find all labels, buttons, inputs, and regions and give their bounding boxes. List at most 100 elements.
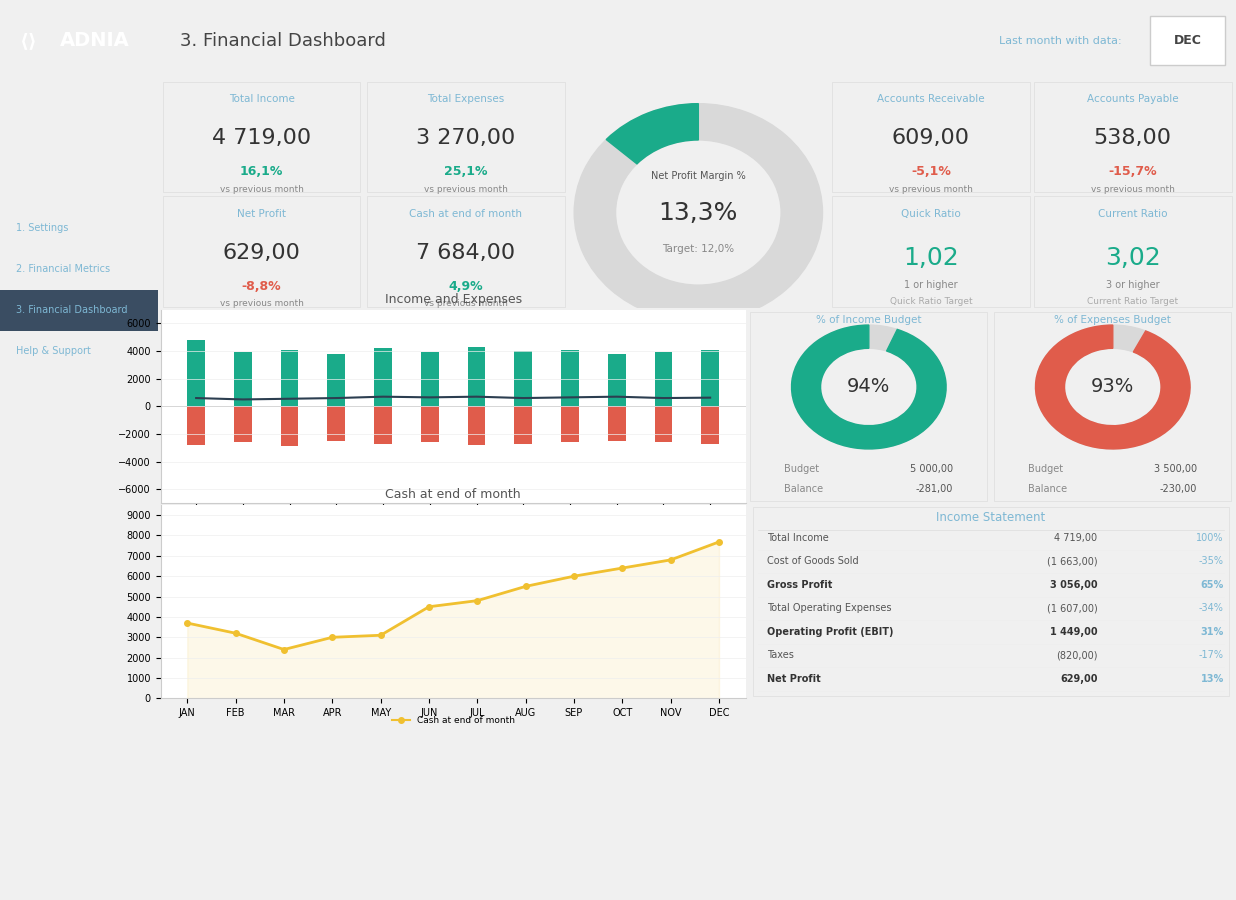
Text: Total Income: Total Income [229, 94, 294, 104]
Text: -281,00: -281,00 [916, 484, 953, 494]
Bar [281, 407, 298, 446]
Text: Cash at end of month: Cash at end of month [409, 209, 522, 219]
Text: % of Income Budget: % of Income Budget [816, 315, 922, 326]
Bar [421, 407, 439, 442]
Text: Cost of Goods Sold: Cost of Goods Sold [768, 556, 859, 566]
Text: Total Expenses: Total Expenses [428, 94, 504, 104]
Wedge shape [1036, 325, 1190, 449]
Net Profit [376, 392, 391, 402]
Text: Total Income: Total Income [768, 533, 829, 543]
Text: 1 or higher: 1 or higher [905, 280, 958, 290]
Text: 629,00: 629,00 [1060, 674, 1098, 684]
Legend: Cash at end of month: Cash at end of month [388, 713, 518, 729]
Text: ADNIA: ADNIA [61, 31, 130, 50]
Text: Net Profit: Net Profit [237, 209, 286, 219]
Net Profit [562, 392, 577, 403]
Bar [375, 348, 392, 407]
Net Profit [282, 393, 297, 404]
Net Profit [515, 392, 530, 403]
Line: Net Profit: Net Profit [197, 397, 711, 400]
Text: Taxes: Taxes [768, 651, 795, 661]
Title: Income and Expenses: Income and Expenses [384, 292, 522, 306]
Bar [188, 340, 205, 407]
Wedge shape [606, 104, 698, 164]
Text: 100%: 100% [1196, 533, 1224, 543]
Text: 3 500,00: 3 500,00 [1154, 464, 1198, 474]
Text: (1 663,00): (1 663,00) [1047, 556, 1098, 566]
Text: vs previous month: vs previous month [220, 299, 304, 308]
Text: Gross Profit: Gross Profit [768, 580, 833, 590]
Text: 4 719,00: 4 719,00 [211, 128, 311, 148]
Bar [467, 346, 486, 407]
FancyBboxPatch shape [1149, 16, 1225, 65]
Text: 4,9%: 4,9% [449, 280, 483, 292]
Text: vs previous month: vs previous month [424, 299, 508, 308]
Text: Current Ratio Target: Current Ratio Target [1088, 296, 1178, 305]
Text: DEC: DEC [1173, 34, 1201, 47]
Text: -8,8%: -8,8% [242, 280, 282, 292]
Net Profit [423, 392, 438, 403]
Text: Budget: Budget [785, 464, 819, 474]
Text: -15,7%: -15,7% [1109, 166, 1157, 178]
Wedge shape [791, 325, 946, 449]
Bar [561, 407, 578, 442]
Text: vs previous month: vs previous month [424, 184, 508, 194]
Text: 3. Financial Dashboard: 3. Financial Dashboard [16, 305, 127, 315]
Text: Help & Support: Help & Support [16, 346, 90, 356]
Legend: Total Income, Total Expenses, Net Profit: Total Income, Total Expenses, Net Profit [310, 525, 596, 541]
Text: 13%: 13% [1200, 674, 1224, 684]
Text: vs previous month: vs previous month [889, 184, 973, 194]
FancyBboxPatch shape [0, 290, 158, 331]
Text: -17%: -17% [1199, 651, 1224, 661]
Text: Target: 12,0%: Target: 12,0% [662, 244, 734, 254]
Text: 538,00: 538,00 [1094, 128, 1172, 148]
Text: (820,00): (820,00) [1056, 651, 1098, 661]
Text: Last month with data:: Last month with data: [999, 35, 1121, 46]
Text: 629,00: 629,00 [222, 242, 300, 263]
Text: Operating Profit (EBIT): Operating Profit (EBIT) [768, 627, 894, 637]
Bar [701, 350, 719, 407]
Text: Income Statement: Income Statement [936, 510, 1046, 524]
Text: vs previous month: vs previous month [220, 184, 304, 194]
Text: 13,3%: 13,3% [659, 201, 738, 224]
Text: 16,1%: 16,1% [240, 166, 283, 178]
Bar [655, 353, 672, 407]
Text: % of Expenses Budget: % of Expenses Budget [1054, 315, 1172, 326]
Net Profit [329, 392, 344, 403]
Net Profit [656, 392, 671, 403]
Bar [188, 407, 205, 446]
Text: Net Profit Margin %: Net Profit Margin % [651, 171, 745, 181]
Text: 5 000,00: 5 000,00 [910, 464, 953, 474]
Text: 3 270,00: 3 270,00 [417, 128, 515, 148]
Bar [234, 407, 252, 442]
Bar [608, 354, 625, 407]
Text: ⟨⟩: ⟨⟩ [20, 31, 37, 50]
Bar [514, 407, 533, 444]
Wedge shape [791, 325, 946, 449]
Text: -35%: -35% [1199, 556, 1224, 566]
Text: 2. Financial Metrics: 2. Financial Metrics [16, 265, 110, 274]
Text: 1. Settings: 1. Settings [16, 223, 68, 233]
Bar [234, 353, 252, 407]
Text: -230,00: -230,00 [1159, 484, 1198, 494]
Text: Quick Ratio: Quick Ratio [901, 209, 960, 219]
Text: -5,1%: -5,1% [911, 166, 950, 178]
Text: 3 056,00: 3 056,00 [1049, 580, 1098, 590]
Bar [328, 407, 345, 441]
Text: Balance: Balance [1028, 484, 1068, 494]
Text: 94%: 94% [847, 377, 890, 397]
Text: Total Operating Expenses: Total Operating Expenses [768, 603, 892, 614]
Text: 3 or higher: 3 or higher [1106, 280, 1159, 290]
Text: 31%: 31% [1200, 627, 1224, 637]
Text: Quick Ratio Target: Quick Ratio Target [890, 296, 973, 305]
Bar [514, 351, 533, 407]
Text: 3,02: 3,02 [1105, 246, 1161, 270]
Bar [375, 407, 392, 444]
Text: Accounts Receivable: Accounts Receivable [878, 94, 985, 104]
Net Profit [189, 392, 204, 403]
Text: Net Profit: Net Profit [768, 674, 821, 684]
Bar [421, 353, 439, 407]
Net Profit [470, 392, 485, 402]
Text: Accounts Payable: Accounts Payable [1086, 94, 1178, 104]
Text: 93%: 93% [1091, 377, 1135, 397]
